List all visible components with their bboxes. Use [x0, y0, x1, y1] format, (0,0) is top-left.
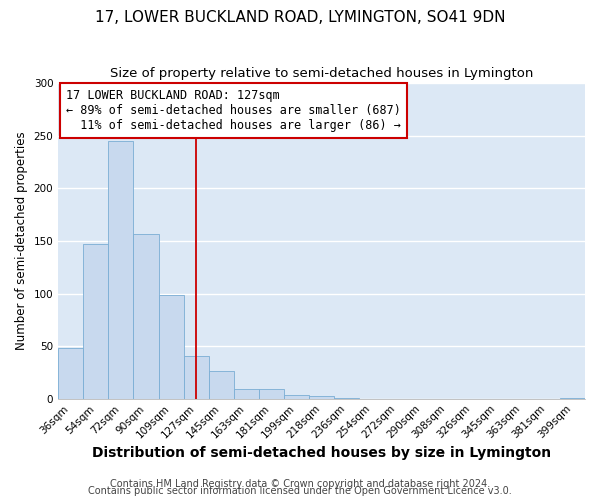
Bar: [309, 396, 334, 398]
Bar: [58, 348, 83, 399]
X-axis label: Distribution of semi-detached houses by size in Lymington: Distribution of semi-detached houses by …: [92, 446, 551, 460]
Bar: [83, 244, 109, 398]
Text: 17, LOWER BUCKLAND ROAD, LYMINGTON, SO41 9DN: 17, LOWER BUCKLAND ROAD, LYMINGTON, SO41…: [95, 10, 505, 25]
Title: Size of property relative to semi-detached houses in Lymington: Size of property relative to semi-detach…: [110, 68, 533, 80]
Bar: [259, 390, 284, 398]
Text: 17 LOWER BUCKLAND ROAD: 127sqm
← 89% of semi-detached houses are smaller (687)
 : 17 LOWER BUCKLAND ROAD: 127sqm ← 89% of …: [66, 90, 401, 132]
Bar: [234, 390, 259, 398]
Bar: [109, 141, 133, 399]
Bar: [158, 294, 184, 399]
Bar: [284, 394, 309, 398]
Y-axis label: Number of semi-detached properties: Number of semi-detached properties: [15, 132, 28, 350]
Bar: [133, 234, 158, 398]
Text: Contains HM Land Registry data © Crown copyright and database right 2024.: Contains HM Land Registry data © Crown c…: [110, 479, 490, 489]
Bar: [209, 372, 234, 398]
Bar: [184, 356, 209, 399]
Text: Contains public sector information licensed under the Open Government Licence v3: Contains public sector information licen…: [88, 486, 512, 496]
